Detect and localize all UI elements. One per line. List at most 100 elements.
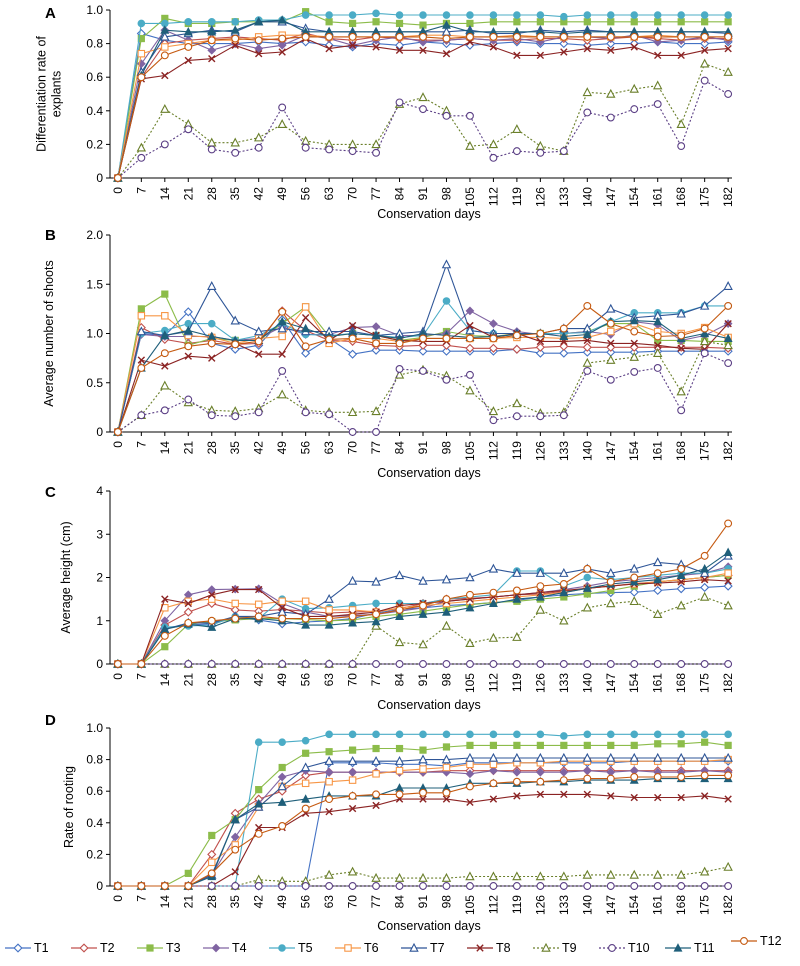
point-t10 bbox=[700, 76, 709, 85]
point-t3 bbox=[325, 18, 333, 26]
point-t10 bbox=[724, 660, 733, 668]
point-t9 bbox=[465, 871, 475, 881]
point-t3 bbox=[395, 744, 404, 753]
point-t10 bbox=[606, 375, 615, 384]
panel-c: C 0 1 2 3 4 0 7 14 21 28 35 42 49 56 63 70 77 84 91 98 105 112… bbox=[45, 484, 735, 712]
point-t6 bbox=[724, 569, 732, 577]
point-t10 bbox=[512, 147, 521, 156]
point-t12 bbox=[700, 32, 709, 41]
point-t12 bbox=[278, 822, 287, 830]
point-t10 bbox=[207, 411, 216, 420]
x-tick-label: 14 bbox=[158, 441, 172, 455]
point-t5 bbox=[513, 11, 521, 19]
legend-label-t5: T5 bbox=[298, 941, 313, 955]
point-t10 bbox=[395, 882, 404, 890]
y-axis-title: Rate of rooting bbox=[62, 766, 76, 848]
x-tick-label: 63 bbox=[322, 187, 336, 201]
point-t10 bbox=[465, 111, 474, 120]
point-t7 bbox=[465, 752, 475, 762]
point-t5 bbox=[700, 730, 709, 739]
legend-item-t5: T5 bbox=[269, 941, 313, 955]
point-t12 bbox=[630, 327, 639, 336]
x-tick-label: 168 bbox=[674, 673, 688, 693]
point-t11 bbox=[230, 814, 240, 824]
point-t8 bbox=[654, 341, 662, 350]
point-t11 bbox=[395, 611, 404, 621]
point-t12 bbox=[372, 610, 381, 619]
point-t12 bbox=[512, 331, 521, 340]
point-t9 bbox=[347, 407, 358, 417]
point-t12 bbox=[207, 869, 216, 878]
x-tick-label: 49 bbox=[275, 895, 289, 909]
point-t12 bbox=[395, 339, 404, 348]
point-t6 bbox=[442, 763, 451, 772]
point-t10 bbox=[278, 660, 287, 668]
point-t12 bbox=[700, 551, 709, 560]
series-t3 bbox=[114, 571, 732, 668]
point-t12 bbox=[583, 774, 592, 783]
point-t10 bbox=[536, 412, 545, 421]
point-t12 bbox=[348, 612, 357, 621]
point-t10 bbox=[184, 660, 193, 668]
point-t11 bbox=[629, 315, 639, 325]
point-t8 bbox=[536, 790, 545, 799]
point-t9 bbox=[488, 406, 499, 416]
point-t8 bbox=[419, 46, 427, 55]
x-tick-label: 140 bbox=[580, 187, 594, 207]
point-t4 bbox=[559, 767, 569, 777]
point-t10 bbox=[536, 660, 545, 668]
point-t8 bbox=[137, 356, 146, 364]
point-t8 bbox=[348, 804, 357, 813]
legend-marker-t4 bbox=[211, 943, 221, 953]
point-t7 bbox=[441, 754, 452, 764]
point-t7 bbox=[582, 752, 593, 762]
x-tick-label: 28 bbox=[205, 441, 219, 455]
y-tick-label: 2.0 bbox=[86, 228, 103, 242]
point-t12 bbox=[113, 428, 122, 436]
y-tick-label: 4 bbox=[96, 484, 103, 498]
point-t8 bbox=[466, 798, 474, 806]
point-t9 bbox=[512, 124, 522, 134]
point-t10 bbox=[559, 882, 568, 890]
x-tick-label: 77 bbox=[369, 187, 383, 201]
x-tick-label: 70 bbox=[346, 187, 360, 201]
point-t5 bbox=[677, 11, 685, 19]
point-t1 bbox=[559, 348, 569, 358]
legend-marker-t6 bbox=[344, 944, 352, 952]
point-t8 bbox=[442, 49, 451, 58]
point-t10 bbox=[630, 882, 639, 890]
point-t5 bbox=[372, 9, 380, 18]
point-t9 bbox=[371, 139, 381, 149]
point-t3 bbox=[724, 741, 732, 749]
point-t12 bbox=[700, 324, 709, 333]
x-tick-label: 7 bbox=[134, 187, 148, 194]
point-t3 bbox=[325, 748, 333, 756]
point-t11 bbox=[324, 620, 334, 629]
legend-item-t10: T10 bbox=[599, 941, 650, 955]
point-t12 bbox=[184, 43, 193, 51]
point-t7 bbox=[441, 259, 452, 269]
point-t8 bbox=[607, 339, 615, 348]
x-tick-label: 154 bbox=[627, 441, 641, 461]
x-tick-label: 42 bbox=[252, 673, 266, 687]
point-t2 bbox=[512, 344, 522, 354]
legend-item-t7: T7 bbox=[401, 941, 445, 955]
series-t12 bbox=[113, 519, 733, 668]
point-t5 bbox=[489, 11, 498, 19]
point-t10 bbox=[465, 660, 474, 668]
point-t10 bbox=[653, 364, 662, 372]
point-t1 bbox=[606, 39, 616, 49]
legend-label-t9: T9 bbox=[562, 941, 577, 955]
point-t11 bbox=[442, 607, 451, 616]
x-tick-label: 105 bbox=[463, 673, 477, 693]
point-t9 bbox=[653, 869, 663, 879]
point-t6 bbox=[208, 595, 216, 603]
point-t9 bbox=[535, 140, 546, 150]
point-t8 bbox=[255, 49, 263, 58]
point-t9 bbox=[347, 866, 358, 876]
point-t8 bbox=[231, 41, 239, 49]
point-t9 bbox=[253, 132, 264, 142]
point-t10 bbox=[583, 660, 592, 668]
point-t5 bbox=[301, 736, 310, 745]
point-t10 bbox=[395, 98, 404, 107]
